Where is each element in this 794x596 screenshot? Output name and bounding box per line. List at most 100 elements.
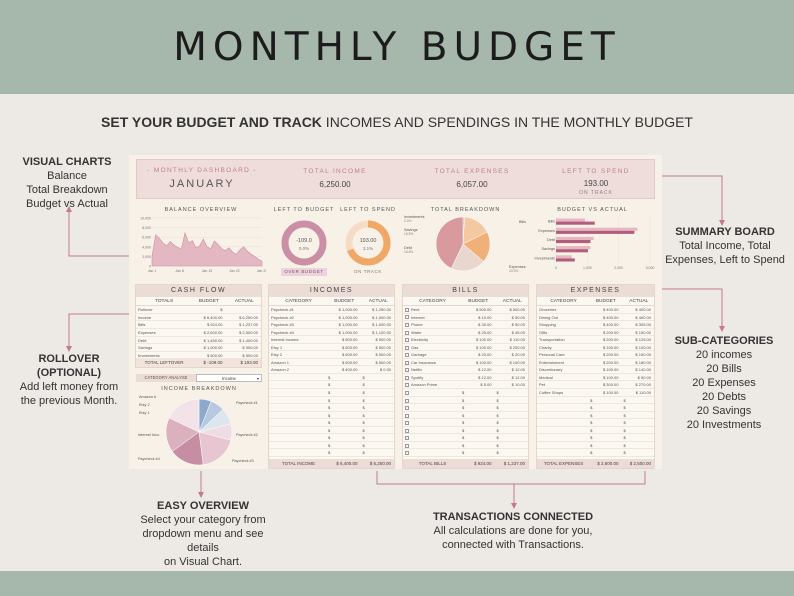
incomes-budget[interactable]: $ [328, 390, 331, 396]
expenses-budget[interactable]: $ 100.00 [602, 344, 619, 350]
checkbox[interactable] [405, 383, 409, 388]
incomes-budget[interactable]: $ [328, 412, 331, 418]
expenses-budget[interactable]: $ 200.00 [602, 359, 619, 365]
cash-flow-actual[interactable]: $ 500.00 [242, 353, 258, 359]
expenses-actual[interactable]: $ 150.00 [635, 329, 651, 335]
category-dropdown[interactable]: Income ▾ [196, 374, 262, 382]
bills-category[interactable]: Amazon Prime [403, 381, 460, 388]
checkbox[interactable] [405, 421, 409, 426]
incomes-category[interactable]: Amazon 1 [269, 359, 326, 366]
bills-actual[interactable]: $ 110.00 [509, 337, 526, 343]
expenses-actual[interactable]: $ 50.00 [637, 374, 651, 380]
expenses-budget[interactable]: $ 200.00 [602, 329, 619, 335]
checkbox[interactable] [405, 406, 409, 411]
expenses-budget[interactable]: $ 300.00 [602, 382, 619, 388]
bills-category[interactable] [403, 442, 460, 449]
bills-category[interactable]: Water [403, 329, 460, 336]
checkbox[interactable] [405, 307, 409, 312]
bills-actual[interactable]: $ 20.00 [511, 352, 526, 358]
expenses-category[interactable]: Dining Out [537, 314, 588, 321]
expenses-budget[interactable]: $ 100.00 [602, 390, 619, 396]
bills-category[interactable]: Electricity [403, 336, 460, 343]
bills-category[interactable]: Rent [403, 306, 460, 313]
bills-category[interactable] [403, 389, 460, 396]
expenses-category[interactable]: Pet [537, 381, 588, 388]
expenses-budget[interactable]: $ [590, 442, 593, 448]
incomes-category[interactable]: Amazon 2 [269, 366, 326, 373]
expenses-category[interactable] [537, 412, 588, 419]
expenses-budget[interactable]: $ 400.00 [602, 314, 619, 320]
bills-category[interactable] [403, 412, 460, 419]
bills-actual[interactable]: $ 500.00 [509, 307, 526, 312]
expenses-actual[interactable]: $ [623, 405, 626, 411]
incomes-category[interactable] [269, 374, 326, 381]
expenses-actual[interactable]: $ 140.00 [635, 367, 651, 373]
cash-flow-actual[interactable]: $ 6,250.00 [239, 314, 258, 320]
checkbox[interactable] [405, 451, 409, 456]
expenses-category[interactable] [537, 419, 588, 426]
bills-budget[interactable]: $ [462, 390, 465, 396]
incomes-actual[interactable]: $ 1,100.00 [372, 329, 392, 335]
checkbox[interactable] [405, 360, 409, 365]
expenses-category[interactable]: Coffee Shops [537, 389, 588, 396]
incomes-budget[interactable]: $ [328, 405, 331, 411]
bills-category[interactable]: Garbage [403, 351, 460, 358]
expenses-budget[interactable]: $ [590, 405, 593, 411]
expenses-actual[interactable]: $ [623, 435, 626, 441]
incomes-budget[interactable]: $ [328, 382, 331, 388]
incomes-category[interactable]: Etsy 2 [269, 351, 326, 358]
incomes-budget[interactable]: $ [328, 427, 331, 433]
incomes-actual[interactable]: $ [362, 435, 365, 441]
expenses-category[interactable] [537, 442, 588, 449]
cash-flow-budget[interactable]: $ 2,600.00 [203, 330, 223, 336]
expenses-budget[interactable]: $ [590, 420, 593, 426]
expenses-actual[interactable]: $ 270.00 [635, 382, 651, 388]
cash-flow-budget[interactable]: $ 1,450.00 [203, 337, 223, 343]
expenses-budget[interactable]: $ 200.00 [602, 352, 619, 358]
incomes-budget[interactable]: $ 400.00 [341, 367, 358, 373]
expenses-budget[interactable]: $ [590, 450, 593, 456]
incomes-category[interactable] [269, 427, 326, 434]
incomes-budget[interactable]: $ 1,000.00 [338, 314, 358, 320]
checkbox[interactable] [405, 323, 409, 328]
bills-actual[interactable]: $ [496, 412, 499, 418]
incomes-category[interactable] [269, 389, 326, 396]
incomes-budget[interactable]: $ [328, 374, 331, 380]
bills-budget[interactable]: $ [462, 442, 465, 448]
incomes-actual[interactable]: $ [362, 420, 365, 426]
bills-budget[interactable]: $ 30.00 [478, 322, 492, 328]
bills-actual[interactable]: $ 50.00 [511, 314, 526, 320]
incomes-actual[interactable]: $ [362, 374, 365, 380]
expenses-actual[interactable]: $ 305.00 [635, 322, 651, 328]
incomes-category[interactable]: Paycheck #3 [269, 321, 326, 328]
bills-budget[interactable]: $ [462, 435, 465, 441]
bills-actual[interactable]: $ [496, 397, 499, 403]
incomes-actual[interactable]: $ 1,000.00 [372, 314, 392, 320]
bills-budget[interactable]: $ [462, 397, 465, 403]
cash-flow-budget[interactable]: $ 924.00 [206, 322, 223, 328]
cash-flow-budget[interactable]: $ 6,400.00 [203, 314, 223, 320]
bills-budget[interactable]: $ [462, 427, 465, 433]
expenses-category[interactable]: Groceries [537, 306, 588, 313]
incomes-budget[interactable]: $ [328, 435, 331, 441]
incomes-budget[interactable]: $ [328, 442, 331, 448]
bills-actual[interactable]: $ 12.00 [511, 367, 526, 373]
incomes-actual[interactable]: $ 500.00 [375, 359, 392, 365]
incomes-budget[interactable]: $ 1,000.00 [338, 307, 358, 312]
expenses-actual[interactable]: $ [623, 427, 626, 433]
checkbox[interactable] [405, 338, 409, 343]
incomes-actual[interactable]: $ [362, 390, 365, 396]
expenses-category[interactable]: Shopping [537, 321, 588, 328]
incomes-category[interactable]: Interest Income [269, 336, 326, 343]
expenses-category[interactable] [537, 404, 588, 411]
checkbox[interactable] [405, 345, 409, 350]
bills-actual[interactable]: $ 50.00 [511, 322, 526, 328]
cash-flow-budget[interactable]: $ 1,000.00 [203, 345, 223, 351]
expenses-actual[interactable]: $ 110.00 [635, 390, 651, 396]
incomes-actual[interactable]: $ 1,250.00 [372, 307, 392, 312]
expenses-budget[interactable]: $ 100.00 [602, 367, 619, 373]
bills-actual[interactable]: $ [496, 450, 499, 456]
incomes-actual[interactable]: $ 1,000.00 [372, 322, 392, 328]
incomes-actual[interactable]: $ 500.00 [375, 337, 392, 343]
incomes-category[interactable]: Paycheck #2 [269, 314, 326, 321]
